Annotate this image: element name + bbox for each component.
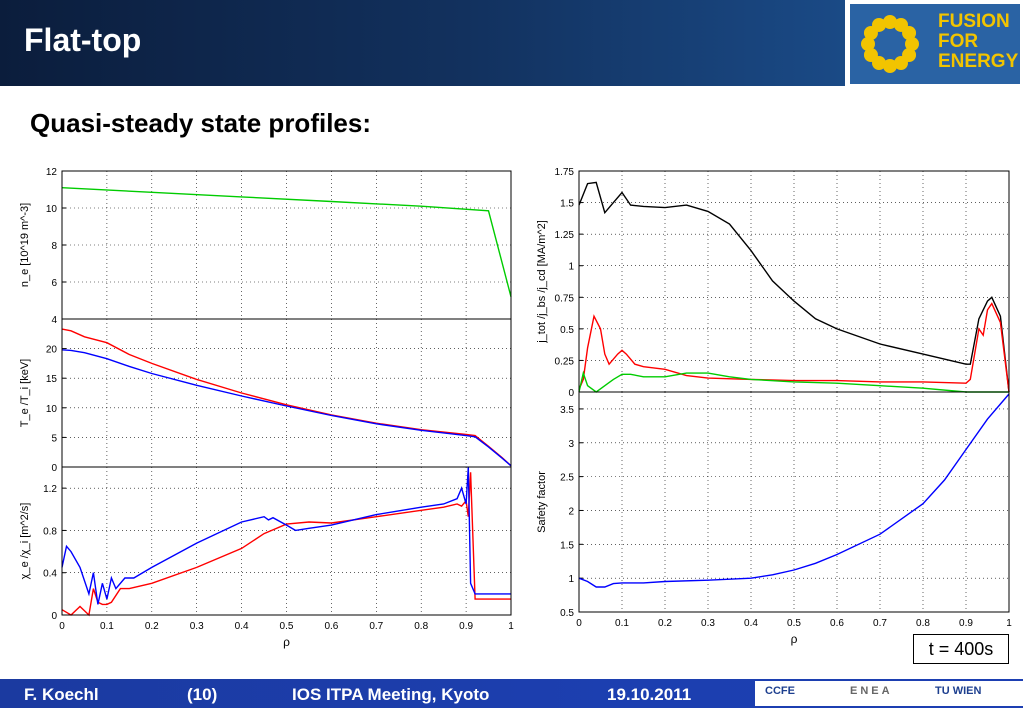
x-tick-label: 1 — [508, 621, 514, 632]
x-tick-label: 0.9 — [459, 621, 473, 632]
x-tick-label: 0.1 — [100, 621, 114, 632]
x-tick-label: 0.1 — [615, 618, 629, 629]
y-tick-label: 1 — [568, 262, 574, 273]
time-label-box: t = 400s — [913, 634, 1009, 664]
series-line-te-1 — [61, 349, 512, 467]
series-line-jtot-1 — [578, 302, 1010, 393]
y-tick-label: 0.4 — [43, 569, 57, 580]
y-tick-label: 20 — [46, 345, 58, 356]
y-axis-label: Safety factor — [536, 471, 548, 533]
footer-bar: F. Koechl (10) IOS ITPA Meeting, Kyoto 1… — [0, 679, 1023, 708]
y-tick-label: 6 — [51, 278, 57, 289]
y-axis-label: χ_e /χ_i [m^2/s] — [19, 503, 31, 580]
y-tick-label: 3 — [568, 439, 574, 450]
logo-petal — [861, 37, 875, 51]
series-line-chi-1 — [61, 466, 511, 605]
x-tick-label: 0.4 — [744, 618, 758, 629]
series-line-jtot-2 — [578, 370, 1009, 393]
logo-petal — [883, 59, 897, 73]
x-tick-label: 0.8 — [414, 621, 428, 632]
logo-line-1: FUSION — [938, 11, 1010, 32]
x-axis-label: ρ — [791, 632, 798, 646]
x-axis-label: ρ — [283, 635, 290, 649]
x-tick-label: 0.2 — [658, 618, 672, 629]
logo-petal — [894, 56, 908, 71]
y-tick-label: 12 — [46, 167, 58, 178]
x-tick-label: 0.6 — [324, 621, 338, 632]
x-tick-label: 0 — [576, 618, 582, 629]
y-tick-label: 1.2 — [43, 484, 57, 495]
logo-petal — [902, 26, 917, 40]
y-tick-label: 1.25 — [555, 230, 575, 241]
ccfe-logo: CCFE — [765, 685, 795, 697]
footer-meeting: IOS ITPA Meeting, Kyoto — [292, 685, 490, 704]
y-tick-label: 15 — [46, 374, 58, 385]
y-tick-label: 5 — [51, 433, 57, 444]
logo-line-2: FOR — [938, 31, 979, 52]
enea-logo: ENEA — [850, 685, 893, 697]
plot-frame — [578, 391, 1010, 613]
y-tick-label: 0.75 — [555, 293, 575, 304]
x-tick-label: 0.5 — [280, 621, 294, 632]
x-tick-label: 0.5 — [787, 618, 801, 629]
x-tick-label: 0.3 — [190, 621, 204, 632]
y-axis-label: j_tot /j_bs /j_cd [MA/m^2] — [536, 220, 548, 344]
x-tick-label: 1 — [1006, 618, 1012, 629]
tu-wien-logo: TU WIEN — [935, 685, 982, 697]
y-tick-label: 0 — [51, 611, 57, 622]
y-tick-label: 0.25 — [555, 356, 575, 367]
logo-line-3: ENERGY — [938, 51, 1019, 72]
y-tick-label: 0.8 — [43, 526, 57, 537]
y-axis-label: n_e [10^19 m^-3] — [19, 203, 31, 287]
x-tick-label: 0 — [59, 621, 65, 632]
y-tick-label: 1.75 — [555, 167, 575, 178]
footer-author: F. Koechl — [24, 685, 99, 704]
f4e-logo-panel: FUSION FOR ENERGY — [850, 4, 1020, 84]
logo-petal — [883, 15, 897, 29]
plot-frame — [61, 466, 512, 616]
y-tick-label: 3.5 — [560, 405, 574, 416]
plot-frame — [61, 318, 512, 468]
series-line-chi-0 — [61, 472, 511, 617]
f4e-logo-text: FUSION FOR ENERGY — [938, 12, 1018, 72]
series-line-q-0 — [578, 393, 1010, 588]
y-tick-label: 0.5 — [560, 325, 574, 336]
logo-petal — [905, 37, 919, 51]
series-line-jtot-0 — [578, 181, 1010, 393]
header-bar: Flat-top — [0, 0, 845, 86]
x-tick-label: 0.3 — [701, 618, 715, 629]
footer-slide-number: (10) — [187, 685, 218, 704]
y-tick-label: 2.5 — [560, 473, 574, 484]
f4e-logo: FUSION FOR ENERGY — [845, 0, 1023, 86]
y-tick-label: 8 — [51, 241, 57, 252]
x-tick-label: 0.8 — [916, 618, 930, 629]
y-tick-label: 2 — [568, 506, 574, 517]
logo-petal — [863, 48, 878, 62]
y-tick-label: 0.5 — [560, 608, 574, 619]
y-tick-label: 10 — [46, 204, 58, 215]
x-tick-label: 0.9 — [959, 618, 973, 629]
series-line-te-0 — [61, 328, 512, 467]
y-tick-label: 1 — [568, 574, 574, 585]
y-tick-label: 1.5 — [560, 199, 574, 210]
y-tick-label: 1.5 — [560, 540, 574, 551]
slide-subtitle: Quasi-steady state profiles: — [30, 108, 371, 138]
footer-date: 19.10.2011 — [607, 685, 692, 704]
logo-petal — [872, 17, 886, 32]
y-tick-label: 0 — [568, 388, 574, 399]
x-tick-label: 0.6 — [830, 618, 844, 629]
series-line-ne-0 — [61, 187, 512, 297]
footer-logos: CCFE ENEA TU WIEN — [755, 681, 1023, 706]
x-tick-label: 0.7 — [873, 618, 887, 629]
x-tick-label: 0.2 — [145, 621, 159, 632]
x-tick-label: 0.4 — [235, 621, 249, 632]
slide-title: Flat-top — [24, 22, 142, 58]
y-tick-label: 4 — [51, 315, 57, 326]
x-tick-label: 0.7 — [369, 621, 383, 632]
y-tick-label: 0 — [51, 463, 57, 474]
y-tick-label: 10 — [46, 404, 58, 415]
y-axis-label: T_e /T_i [keV] — [19, 359, 31, 427]
star-circle-icon — [861, 15, 919, 73]
